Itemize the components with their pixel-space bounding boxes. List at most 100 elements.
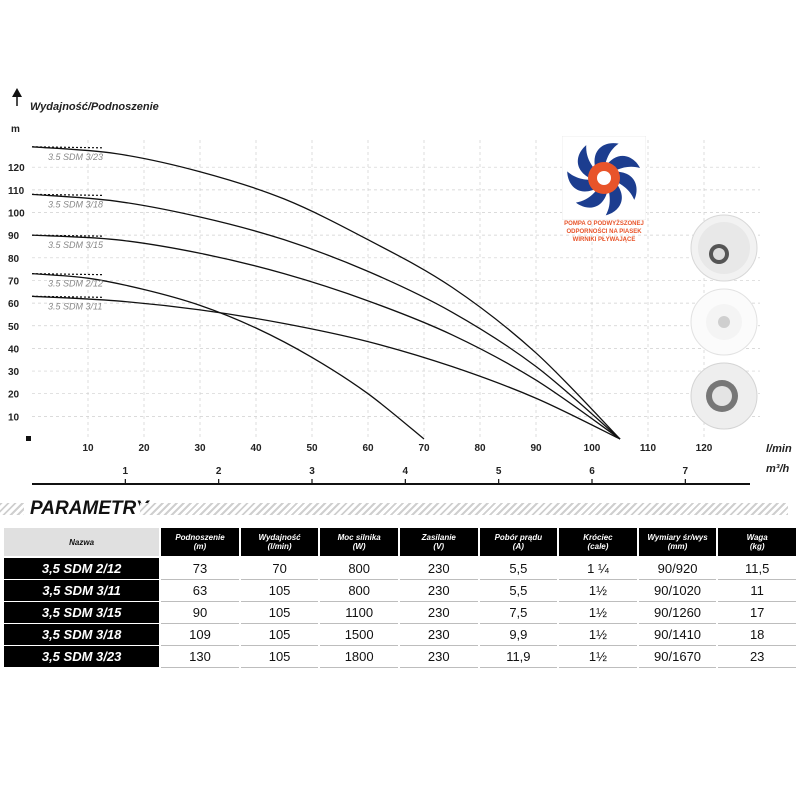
table-cell: 105 [240,580,319,602]
table-cell: 109 [161,624,239,646]
chart-labels: 10 20 30 40 50 60 70 80 90 100 110 120 10 20 30 40 50 60 7… [8,152,792,477]
header-cell: Nazwa [4,528,160,558]
y-tick-label: 10 [8,412,20,423]
series-line-2 [31,193,621,440]
x-tick-label: 30 [194,443,206,454]
table-cell: 130 [161,646,239,668]
chart-axes: Wydajność/Podnoszenie m [11,88,750,485]
y-tick-label: 30 [8,367,20,378]
table-cell: 800 [320,580,398,602]
table-cell: 1½ [559,580,637,602]
table-cell: 90 [161,602,239,624]
x2-tick-label: 7 [683,466,689,477]
table-cell: 230 [399,624,478,646]
table-row: 3,5 SDM 3/15 90 105 1100 230 7,5 1½ 90/1260 17 [4,602,796,624]
table-row: 3,5 SDM 3/18 109 105 1500 230 9,9 1½ 90/1410 18 [4,624,796,646]
table-cell: 11,5 [718,558,796,580]
header-line-1: Nazwa [69,537,95,547]
model-name-cell: 3,5 SDM 2/12 [4,558,160,580]
header-cell: Podnoszenie (m) [161,528,239,558]
table-cell: 90/920 [638,558,717,580]
table-cell: 800 [320,558,398,580]
title-hatch-right [140,503,788,515]
header-line-2: (l/min) [267,542,292,551]
header-cell: Moc silnika (W) [320,528,398,558]
header-line-1: Zasilanie [421,533,456,542]
series-line-3 [31,234,621,440]
y-tick-label: 60 [8,299,20,310]
badge-caption: POMPA O PODWYŻSZONEJ ODPORNOŚCI NA PIASE… [562,220,646,244]
header-cell: Wymiary śr/wys (mm) [638,528,717,558]
header-line-1: Podnoszenie [175,533,225,542]
table-cell: 73 [161,558,239,580]
model-name-cell: 3,5 SDM 3/18 [4,624,160,646]
table-cell: 105 [240,646,319,668]
series-label: 3.5 SDM 3/15 [48,240,104,250]
origin-marker [26,436,31,441]
table-cell: 105 [240,624,319,646]
x-tick-label: 70 [418,443,430,454]
series-label: 3.5 SDM 2/12 [48,279,103,289]
y-tick-label: 120 [8,163,25,174]
table-cell: 1½ [559,602,637,624]
header-cell: Zasilanie (V) [399,528,478,558]
y-tick-label: 110 [8,186,25,197]
table-cell: 105 [240,602,319,624]
header-line-1: Waga [746,533,768,542]
header-cell: Waga (kg) [718,528,796,558]
table-cell: 5,5 [479,580,558,602]
table-body: 3,5 SDM 2/12 73 70 800 230 5,5 1 ¼ 90/920 11,5 3,… [4,558,796,668]
chart-grid [32,140,760,439]
header-cell: Pobór prądu (A) [479,528,558,558]
x2-tick-label: 3 [309,466,315,477]
table-row: 3,5 SDM 3/11 63 105 800 230 5,5 1½ 90/1020 11 [4,580,796,602]
header-line-2: (kg) [749,542,765,551]
table-cell: 7,5 [479,602,558,624]
chart-title: Wydajność/Podnoszenie [30,101,159,113]
x-tick-label: 40 [250,443,262,454]
table-cell: 230 [399,558,478,580]
header-line-2: (cale) [587,542,609,551]
table-cell: 90/1410 [638,624,717,646]
header-line-1: Pobór prądu [494,533,543,542]
badge-line-3: WIRNIKI PŁYWAJĄCE [572,237,636,243]
table-header-row: Nazwa Podnoszenie (m) Wydajność (l/min) Moc s… [4,528,796,558]
x2-tick-label: 4 [403,466,409,477]
y-tick-label: 90 [8,231,20,242]
x-tick-label: 90 [530,443,542,454]
chart-curves [31,146,621,440]
x2-tick-label: 5 [496,466,502,477]
header-line-1: Wydajność [258,533,301,542]
table-cell: 9,9 [479,624,558,646]
model-name-cell: 3,5 SDM 3/15 [4,602,160,624]
y-tick-label: 80 [8,254,20,265]
table-cell: 11 [718,580,796,602]
y-tick-label: 100 [8,209,25,220]
table-cell: 90/1670 [638,646,717,668]
table-cell: 230 [399,646,478,668]
model-name-cell: 3,5 SDM 3/11 [4,580,160,602]
y-tick-label: 50 [8,322,20,333]
x-tick-label: 60 [362,443,374,454]
header-line-2: (W) [352,542,366,551]
table-row: 3,5 SDM 3/23 130 105 1800 230 11,9 1½ 90/1670 23 [4,646,796,668]
series-line-4 [31,273,425,440]
x2-unit-label: m³/h [766,463,790,475]
header-line-2: (V) [433,542,445,551]
series-line-5 [31,295,621,440]
x-tick-label: 20 [138,443,150,454]
parameters-title: PARAMETRY [30,498,149,519]
x2-tick-label: 1 [123,466,129,477]
badge-line-2: ODPORNOŚCI NA PIASEK [566,229,642,235]
table-cell: 1½ [559,624,637,646]
washer-3-image [690,362,758,430]
table-cell: 90/1020 [638,580,717,602]
table-cell: 70 [240,558,319,580]
y-tick-label: 70 [8,276,20,287]
table-cell: 1100 [320,602,398,624]
header-line-2: (mm) [667,542,688,551]
sand-resistant-badge: POMPA O PODWYŻSZONEJ ODPORNOŚCI NA PIASE… [561,135,647,254]
header-line-1: Króciec [583,533,613,542]
pump-curve-chart: Wydajność/Podnoszenie m 10 20 30 40 50 60 70 80 9… [8,88,792,485]
table-cell: 1500 [320,624,398,646]
